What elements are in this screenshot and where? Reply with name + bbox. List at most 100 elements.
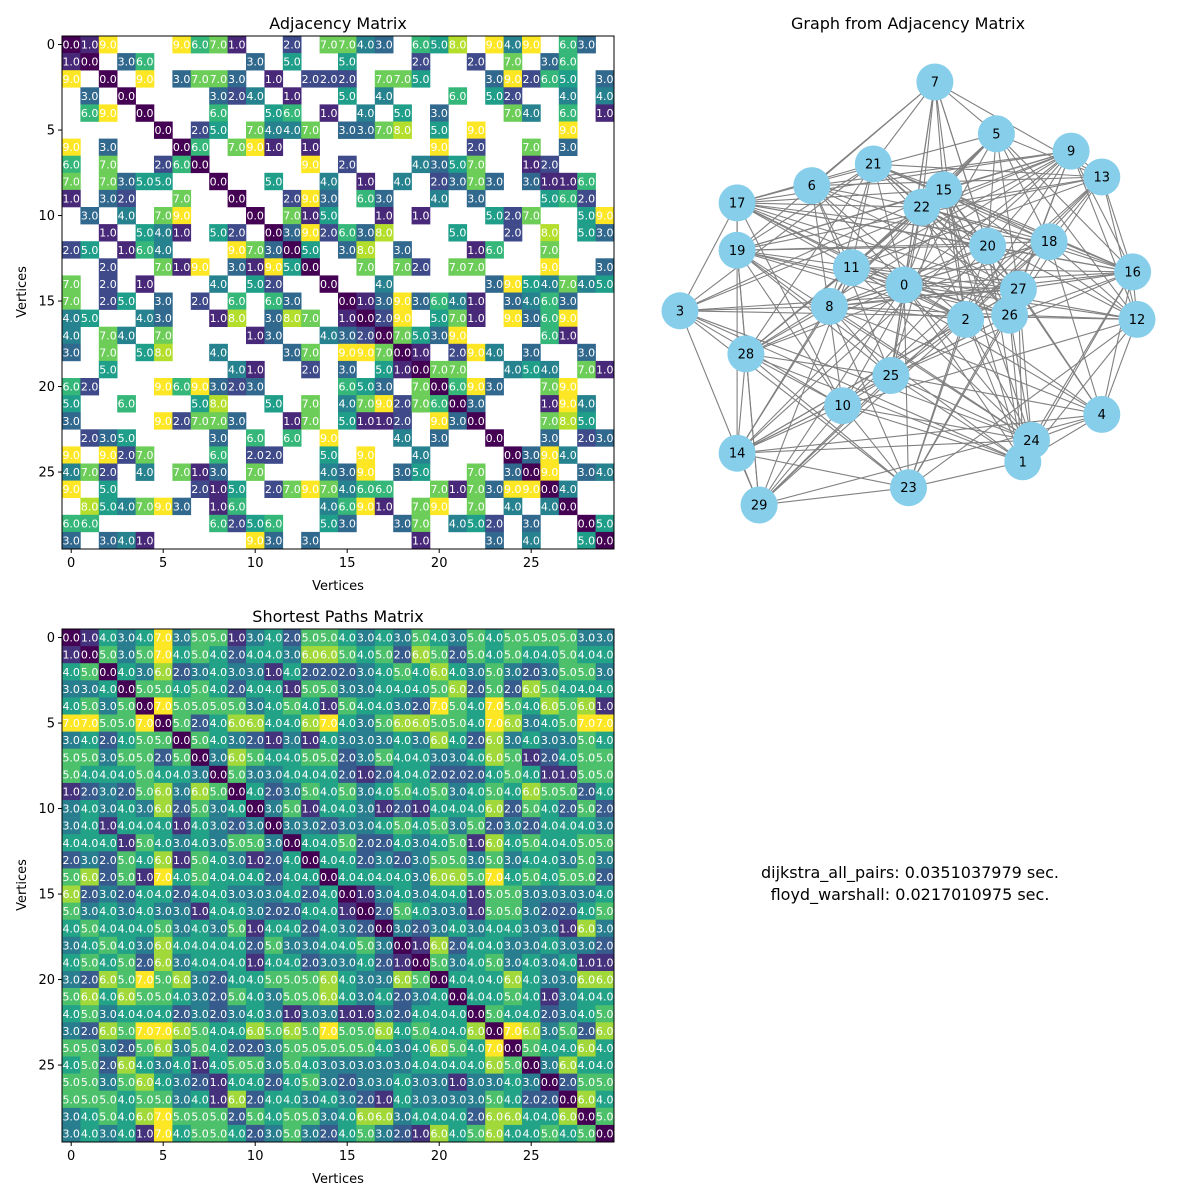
adjacency-cell-label: 3.0 [522,517,540,530]
adjacency-cell-label: 0.0 [522,466,540,479]
adjacency-cell-label: 9.0 [504,483,522,496]
shortest-paths-cell-label: 5.0 [504,768,522,781]
shortest-paths-cell-label: 5.0 [394,905,412,918]
shortest-paths-cell-label: 3.0 [430,905,448,918]
adjacency-cell [595,224,615,242]
adjacency-ytick-label: 15 [38,295,55,310]
adjacency-cell [356,189,376,208]
adjacency-cell [62,155,81,174]
adjacency-cell [190,258,210,276]
adjacency-cell [209,104,228,122]
shortest-paths-cell-label: 4.0 [173,991,191,1004]
adjacency-cell [98,360,118,379]
adjacency-cell-label: 6.0 [338,227,356,240]
shortest-paths-cell-label: 4.0 [467,956,485,969]
adjacency-cell [466,155,486,174]
shortest-paths-cell-label: 3.0 [118,632,136,645]
adjacency-cell-label: 1.0 [467,295,485,308]
adjacency-cell [117,87,136,105]
shortest-paths-cell-label: 5.0 [302,1110,320,1123]
shortest-paths-cell-label: 3.0 [375,974,393,987]
shortest-paths-cell-label: 4.0 [467,1059,485,1072]
shortest-paths-cell-label: 1.0 [191,905,209,918]
adjacency-cell [356,309,376,327]
shortest-paths-cell-label: 6.0 [320,649,338,662]
adjacency-cell-label: 3.0 [578,39,596,52]
shortest-paths-cell-label: 3.0 [154,905,172,918]
adjacency-cell-label: 7.0 [99,346,117,359]
shortest-paths-cell-label: 4.0 [375,820,393,833]
graph-node-label: 16 [1124,265,1141,280]
shortest-paths-cell-label: 7.0 [486,700,504,713]
adjacency-cell-label: 3.0 [118,56,136,69]
shortest-paths-cell-label: 3.0 [338,1093,356,1106]
adjacency-cell [98,224,118,242]
adjacency-cell-label: 5.0 [320,210,338,223]
adjacency-cell-label: 7.0 [559,278,577,291]
shortest-paths-cell-label: 2.0 [118,888,136,901]
adjacency-cell [540,70,560,88]
shortest-paths-cell-label: 3.0 [522,1076,540,1089]
adjacency-cell-label: 2.0 [467,56,485,69]
adjacency-cell-label: 1.0 [357,295,375,308]
shortest-paths-cell-label: 2.0 [338,666,356,679]
adjacency-cell [319,172,339,191]
shortest-paths-cell-label: 6.0 [228,751,246,764]
adjacency-cell-label: 7.0 [246,466,264,479]
shortest-paths-cell-label: 4.0 [99,905,117,918]
adjacency-cell [246,121,265,139]
shortest-paths-cell-label: 3.0 [173,1093,191,1106]
adjacency-cell [540,53,560,71]
adjacency-cell-label: 7.0 [504,56,522,69]
shortest-paths-cell-label: 7.0 [504,1025,522,1038]
shortest-paths-cell-label: 6.0 [522,683,540,696]
adjacency-cell [319,36,339,54]
shortest-paths-cell-label: 4.0 [559,956,577,969]
shortest-paths-cell-label: 1.0 [578,956,596,969]
adjacency-cell-label: 2.0 [228,227,246,240]
shortest-paths-cell-label: 4.0 [81,820,99,833]
adjacency-cell-label: 1.0 [338,312,356,325]
adjacency-cell-label: 4.0 [265,124,283,137]
adjacency-cell [374,87,394,105]
adjacency-cell [485,36,504,54]
adjacency-cell [393,292,412,310]
shortest-paths-cell-label: 4.0 [118,734,136,747]
adjacency-cell-label: 7.0 [154,261,172,274]
adjacency-cell [356,241,376,259]
adjacency-cell-label: 1.0 [62,192,80,205]
shortest-paths-cell-label: 6.0 [578,922,596,935]
adjacency-cell [301,343,320,362]
shortest-paths-cell-label: 2.0 [375,768,393,781]
adjacency-cell-label: 2.0 [283,192,301,205]
adjacency-cell [430,309,449,327]
shortest-paths-cell-label: 4.0 [522,649,540,662]
adjacency-cell-label: 8.0 [394,124,412,137]
adjacency-cell-label: 5.0 [228,483,246,496]
adjacency-cell-label: 3.0 [541,432,559,445]
adjacency-cell-label: 5.0 [136,346,154,359]
shortest-paths-cell-label: 2.0 [449,649,467,662]
shortest-paths-cell-label: 2.0 [302,888,320,901]
adjacency-cell [540,172,560,191]
shortest-paths-cell-label: 0.0 [265,820,283,833]
adjacency-cell-label: 7.0 [283,210,301,223]
shortest-paths-cell-label: 4.0 [596,1093,614,1106]
shortest-paths-cell-label: 2.0 [394,803,412,816]
adjacency-cell-label: 1.0 [541,175,559,188]
shortest-paths-cell-label: 5.0 [228,837,246,850]
shortest-paths-cell-label: 2.0 [228,820,246,833]
shortest-paths-cell-label: 5.0 [228,991,246,1004]
shortest-paths-cell-label: 2.0 [99,734,117,747]
shortest-paths-cell-label: 5.0 [486,785,504,798]
shortest-paths-cell-label: 5.0 [338,700,356,713]
adjacency-cell-label: 3.0 [541,56,559,69]
adjacency-cell-label: 4.0 [375,90,393,103]
shortest-paths-cell-label: 3.0 [228,888,246,901]
adjacency-cell-label: 1.0 [357,415,375,428]
shortest-paths-cell-label: 4.0 [136,1008,154,1021]
adjacency-cell-label: 2.0 [265,449,283,462]
shortest-paths-cell-label: 4.0 [541,837,559,850]
adjacency-cell-label: 3.0 [375,381,393,394]
adjacency-cell [558,53,578,71]
